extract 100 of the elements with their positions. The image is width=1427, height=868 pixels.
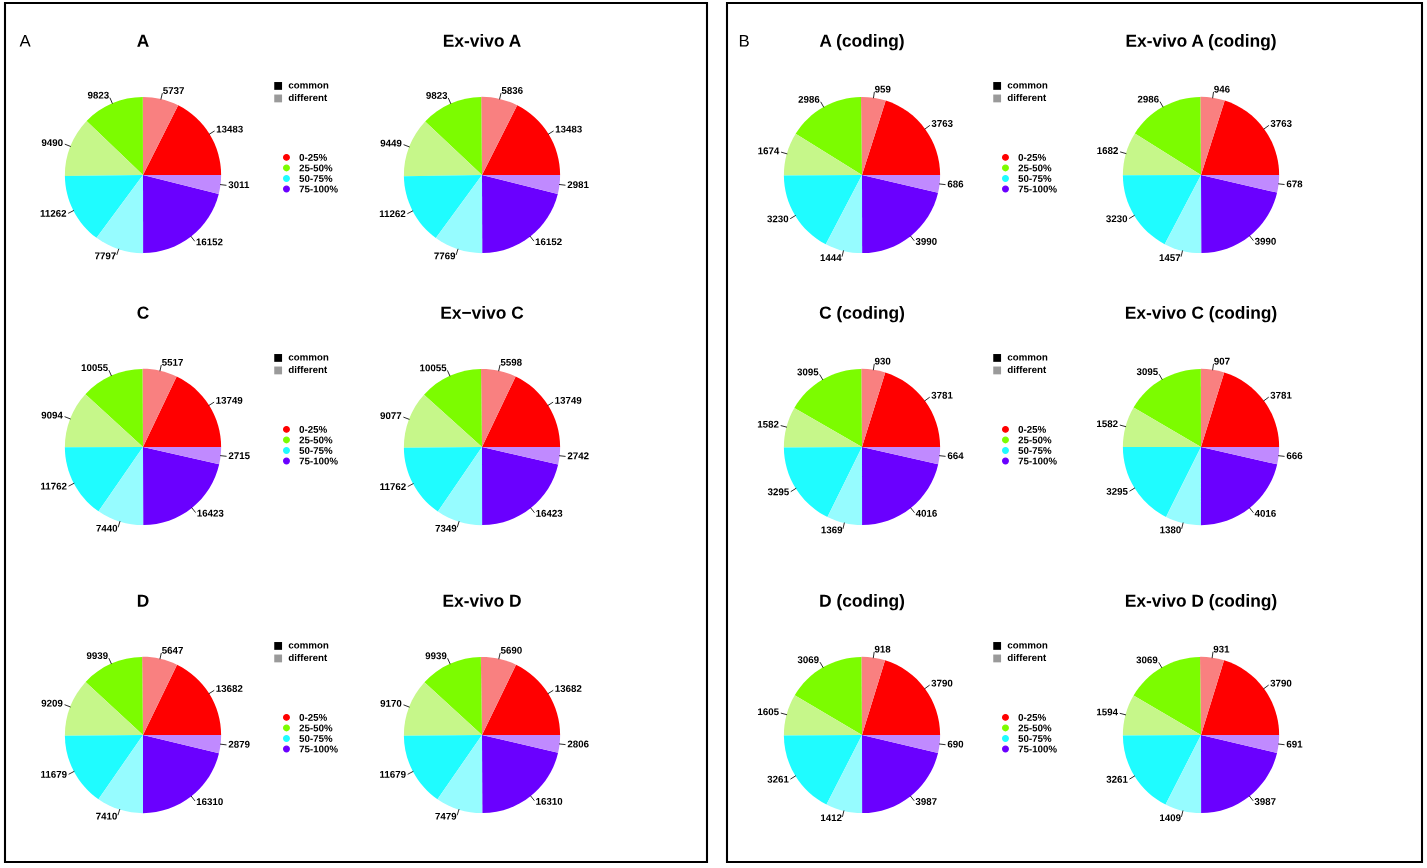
data-label: 11762 [41,482,67,490]
pie-slice [96,175,144,254]
pie-slice [862,735,941,753]
legend-label: 50-75% [299,175,333,182]
data-label: 1582 [757,420,779,428]
data-label: 9170 [380,699,402,707]
text: common [288,643,329,649]
chart-title: Ex-vivo D (coding) [1125,594,1277,611]
data-label: 9209 [41,699,63,707]
data-label: 3987 [1254,798,1276,805]
pie-slice [1122,407,1201,448]
data-label: 11262 [379,210,406,218]
data-label: 3790 [1270,679,1292,687]
data-label: 3095 [797,368,819,376]
chart-title: Ex-vivo A [443,34,521,47]
legend-label: 50-75% [299,735,333,742]
data-label: 3990 [1254,237,1276,245]
legend-label: 25-50% [299,724,333,732]
data-label: 7797 [95,252,116,260]
pie-slice [98,735,143,814]
data-label: 13483 [216,125,243,133]
legend-label: 25-50% [1018,164,1052,172]
data-label: 2742 [567,452,589,460]
text: B [739,35,749,47]
pie-slice [481,96,518,175]
data-label: 16152 [196,238,223,246]
chart-title: D [137,594,149,607]
data-label: 16423 [197,509,224,517]
data-label: 13682 [216,685,243,692]
data-label: 2986 [798,95,820,103]
pie-slice [403,394,482,448]
data-label: 664 [947,452,964,460]
legend-label: 0-25% [1018,154,1046,161]
legend-label: 50-75% [1018,175,1052,182]
pie-slice [860,96,886,175]
pie-slice [862,447,941,465]
data-label: 3763 [931,120,953,127]
data-label: 691 [1286,740,1303,748]
pie-slice [480,656,517,735]
data-label: 7479 [435,812,457,820]
data-label: 11679 [41,770,67,778]
legend-label: 75-100% [299,457,338,465]
pie-slice [64,120,143,176]
data-label: 3990 [915,238,937,245]
data-label: 13483 [555,125,582,133]
chart-title: Ex-vivo A (coding) [1126,34,1276,51]
pie-slice [403,682,482,736]
data-label: 16310 [536,797,563,805]
pie-slice [1200,656,1225,735]
pie-slice [783,695,862,736]
pie-slice [1165,735,1202,814]
data-label: 10055 [81,364,108,372]
data-label: 9823 [426,92,448,99]
pie-slice [480,368,516,447]
legend-label: 75-100% [299,745,338,753]
data-label: 1412 [820,814,842,822]
data-label: 9094 [41,411,63,419]
data-label: 1594 [1096,708,1118,716]
pie-slice [143,175,222,195]
pie-slice [827,447,863,526]
pie-slice [1200,96,1225,175]
data-label: 13749 [216,396,243,404]
data-label: 1380 [1160,526,1181,534]
pie-slice [64,175,143,238]
data-label: 946 [1214,85,1230,93]
data-label: 11262 [40,209,67,217]
pie-slice [143,735,222,754]
pie-slice [435,175,483,254]
chart-title: A (coding) [819,34,904,51]
text: common [288,83,329,89]
pie-slice [482,447,561,465]
data-label: 3069 [1136,656,1158,664]
pie-slice [1201,175,1278,254]
data-label: 7440 [96,524,118,532]
data-label: 3295 [1106,487,1128,495]
data-label: 5690 [500,646,522,654]
pie-slice [1200,368,1225,447]
data-label: 907 [1214,357,1230,365]
data-label: 3261 [1106,775,1128,783]
data-label: 1369 [821,526,843,534]
data-label: 16310 [196,798,223,806]
data-label: 2879 [228,740,250,748]
pie-slice [1133,368,1201,447]
pie-slice [783,133,862,176]
data-label: 13682 [555,685,582,692]
text: different [1007,93,1047,102]
legend-label: 0-25% [299,154,327,161]
pie-slice [1201,447,1280,465]
pie-slice [862,735,939,814]
legend-label: 75-100% [1018,185,1057,193]
legend-label: 25-50% [1018,436,1052,444]
legend-label: 25-50% [299,164,333,172]
data-label: 678 [1286,180,1303,188]
pie-slice [143,447,222,465]
text: A [19,35,31,47]
pie-slice [1201,735,1278,814]
text: different [288,93,328,102]
pie-slice [142,656,178,735]
pie-slice [1122,133,1201,176]
legend-label: 75-100% [1018,457,1057,465]
